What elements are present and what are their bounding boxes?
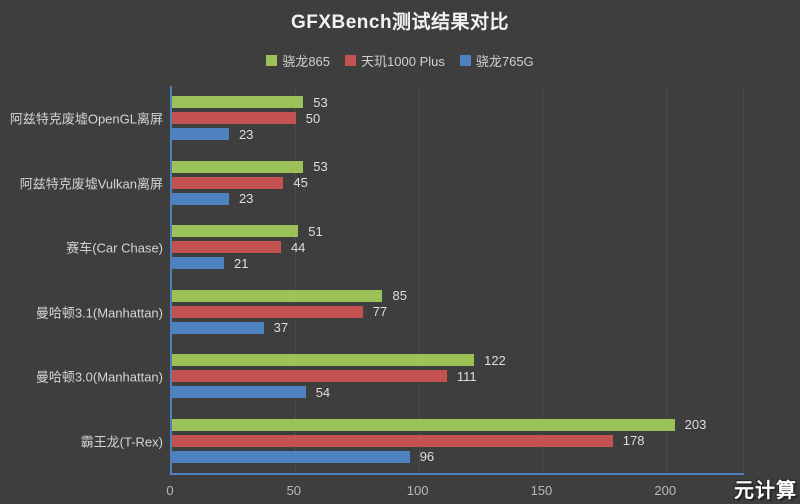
bar bbox=[172, 96, 304, 109]
bar bbox=[172, 241, 281, 254]
gridline bbox=[418, 86, 420, 473]
bar-value-label: 50 bbox=[305, 110, 321, 126]
gridline bbox=[743, 86, 744, 473]
category-label: 曼哈顿3.0(Manhattan) bbox=[35, 369, 163, 385]
bar-value-label: 122 bbox=[484, 352, 506, 368]
bar-row: 178 bbox=[172, 433, 744, 449]
x-axis-tick-label: 150 bbox=[530, 483, 553, 498]
bar bbox=[172, 305, 363, 318]
gridline bbox=[542, 86, 544, 473]
bar-group: 53 50 23 bbox=[172, 86, 744, 151]
gridline bbox=[666, 86, 668, 473]
bar-group: 51 44 21 bbox=[172, 215, 744, 280]
bar bbox=[172, 321, 264, 334]
bar bbox=[172, 225, 299, 238]
legend-label: 天玑1000 Plus bbox=[361, 54, 445, 69]
bar-row: 45 bbox=[172, 175, 744, 191]
bar bbox=[172, 112, 296, 125]
bar-value-label: 37 bbox=[273, 320, 289, 336]
bar-row: 122 bbox=[172, 352, 744, 368]
legend-swatch bbox=[266, 55, 278, 66]
bar-value-label: 53 bbox=[313, 159, 328, 175]
bar-value-label: 54 bbox=[315, 384, 331, 400]
bar-row: 203 bbox=[172, 417, 744, 433]
bar-value-label: 23 bbox=[238, 191, 254, 207]
bar-value-label: 44 bbox=[290, 239, 306, 255]
bar-group: 122 111 54 bbox=[172, 344, 744, 409]
legend-label: 骁龙865 bbox=[282, 54, 331, 69]
bar-value-label: 53 bbox=[313, 94, 328, 110]
bar-group: 85 77 37 bbox=[172, 280, 744, 345]
bar bbox=[172, 160, 304, 173]
bar-value-label: 178 bbox=[622, 433, 645, 449]
bar-value-label: 45 bbox=[293, 175, 308, 191]
bar bbox=[172, 257, 224, 270]
bar bbox=[172, 192, 229, 205]
bar-value-label: 85 bbox=[392, 288, 407, 304]
bar-row: 53 bbox=[172, 159, 744, 175]
bar-row: 96 bbox=[172, 449, 744, 465]
bar bbox=[172, 128, 229, 141]
bar-value-label: 203 bbox=[684, 417, 707, 433]
bar bbox=[172, 450, 410, 463]
bar-row: 53 bbox=[172, 94, 744, 110]
legend-item: 骁龙865 bbox=[266, 51, 330, 70]
legend-label: 骁龙765G bbox=[475, 54, 534, 69]
bar-group: 203 178 96 bbox=[172, 409, 744, 474]
legend-item: 骁龙765G bbox=[459, 51, 534, 70]
x-axis-tick-label: 100 bbox=[406, 483, 429, 498]
bar-row: 37 bbox=[172, 320, 744, 336]
watermark: 元计算 bbox=[734, 480, 797, 502]
x-axis-tick-label: 0 bbox=[166, 483, 174, 498]
x-axis-tick-label: 200 bbox=[654, 483, 677, 498]
bar bbox=[172, 354, 475, 367]
category-label: 阿兹特克废墟Vulkan离屏 bbox=[19, 176, 163, 192]
bar-row: 77 bbox=[172, 304, 744, 320]
legend-item: 天玑1000 Plus bbox=[345, 51, 445, 70]
bar bbox=[172, 370, 447, 383]
bar-row: 54 bbox=[172, 384, 744, 400]
category-label: 阿兹特克废墟OpenGL离屏 bbox=[9, 111, 163, 127]
bar-value-label: 51 bbox=[308, 223, 323, 239]
bar-value-label: 96 bbox=[419, 449, 435, 465]
chart-title: GFXBench测试结果对比 bbox=[290, 12, 510, 33]
bar bbox=[172, 386, 306, 399]
bar-value-label: 21 bbox=[234, 255, 249, 271]
bar-row: 85 bbox=[172, 288, 744, 304]
bar-row: 50 bbox=[172, 110, 744, 126]
legend-swatch bbox=[459, 55, 471, 66]
gridline bbox=[294, 86, 296, 473]
category-label: 赛车(Car Chase) bbox=[66, 240, 163, 256]
category-labels: 阿兹特克废墟OpenGL离屏阿兹特克废墟Vulkan离屏赛车(Car Chase… bbox=[0, 86, 163, 473]
bar-row: 21 bbox=[172, 255, 744, 271]
bar-row: 44 bbox=[172, 239, 744, 255]
bar-row: 51 bbox=[172, 223, 744, 239]
category-label: 霸王龙(T-Rex) bbox=[80, 434, 163, 450]
bar-value-label: 77 bbox=[372, 304, 388, 320]
bar-group: 53 45 23 bbox=[172, 151, 744, 216]
bar bbox=[172, 434, 613, 447]
bar bbox=[172, 418, 675, 431]
bar-row: 23 bbox=[172, 126, 744, 142]
bar-row: 23 bbox=[172, 191, 744, 207]
bar bbox=[172, 289, 383, 302]
plot-area: 53 50 23 53 45 23 51 44 21 85 77 37 122 111 54 203 178 96 bbox=[170, 86, 744, 475]
x-axis-tick-label: 50 bbox=[286, 483, 302, 498]
category-label: 曼哈顿3.1(Manhattan) bbox=[35, 305, 163, 321]
legend-swatch bbox=[345, 55, 357, 66]
legend: 骁龙865 天玑1000 Plus 骁龙765G bbox=[0, 51, 800, 70]
bar-value-label: 23 bbox=[238, 126, 254, 142]
bar bbox=[172, 176, 284, 189]
bar-row: 111 bbox=[172, 368, 744, 384]
bar-value-label: 111 bbox=[456, 368, 477, 384]
